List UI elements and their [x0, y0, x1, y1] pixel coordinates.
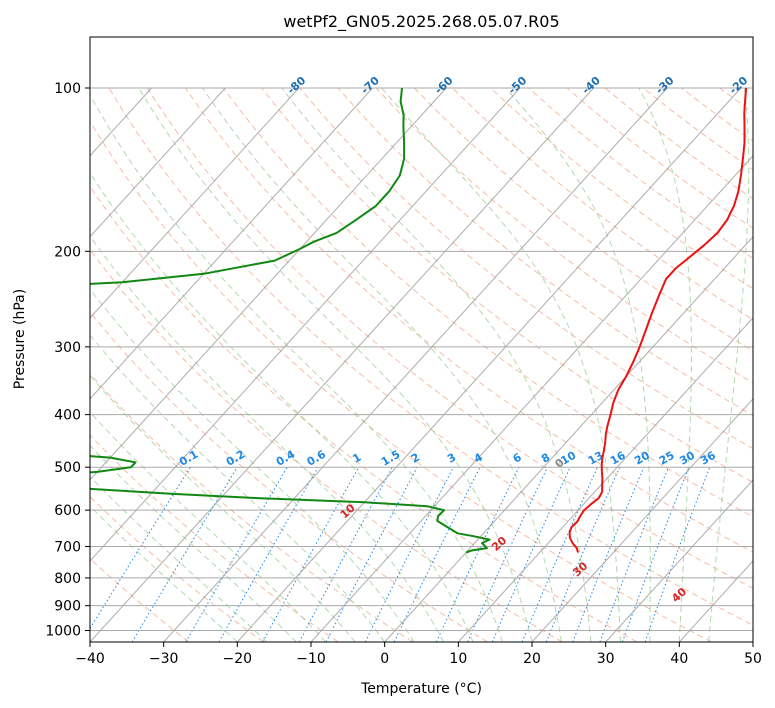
mixing-ratio-labels: 0.1 0.2 0.4 0.6 1 1.5 2 3 4 6 8 10 13 16 20 25 30 36 — [177, 447, 718, 468]
x-tick-label: 0 — [380, 651, 389, 667]
moist-adiabat-line — [638, 87, 692, 642]
dry-adiabat-line — [452, 87, 753, 321]
y-tick-label: 700 — [54, 539, 81, 555]
y-tick-label: 1000 — [45, 624, 81, 640]
x-tick-label: 40 — [670, 651, 688, 667]
y-tick-label: 200 — [54, 244, 81, 260]
isotherm-line — [531, 398, 753, 642]
moist-adiabat-line — [90, 374, 356, 642]
mixing-ratio-line — [325, 466, 418, 642]
mixing-ratio-line — [262, 466, 360, 642]
dry-adiabat-line — [90, 434, 339, 642]
temperature-line — [568, 87, 748, 553]
dry-adiabat-line — [90, 311, 488, 642]
plot-frame — [89, 36, 754, 643]
isotherm-line — [90, 87, 226, 238]
dry-adiabat-line — [299, 87, 753, 450]
dry-adiabat-line — [223, 87, 753, 518]
y-tick-label: 100 — [54, 81, 81, 97]
mixing-ratio-line — [185, 466, 288, 642]
mixing-ratio-line — [545, 467, 621, 642]
dry-adiabat-line — [108, 87, 753, 626]
moist-adiabat-line — [90, 411, 327, 642]
x-axis-ticks: −40 −30 −20 −10 0 10 20 30 40 50 — [75, 642, 762, 667]
mixing-ratio-line — [621, 467, 690, 642]
dry-adiabat-line — [90, 558, 190, 642]
moist-adiabat-line — [90, 444, 297, 642]
moist-adiabat-line — [90, 334, 386, 642]
series-lines — [90, 87, 748, 554]
mixing-ratio-line — [599, 467, 669, 642]
moist-adiabat-line — [381, 87, 621, 642]
mixing-ratio-line — [131, 466, 238, 642]
mixing-ratio-line — [90, 466, 191, 630]
x-axis-label: Temperature (°C) — [360, 681, 482, 697]
isotherm-line — [90, 87, 521, 562]
dewpoint-line — [90, 87, 491, 554]
isotherm-line — [90, 87, 300, 319]
y-tick-label: 500 — [54, 460, 81, 476]
isotherm-line — [90, 87, 447, 481]
x-tick-label: 50 — [744, 651, 762, 667]
mixing-ratio-line — [467, 466, 548, 642]
y-tick-label: 600 — [54, 503, 81, 519]
moist-adiabat-line — [505, 87, 651, 642]
moist-adiabats — [90, 87, 750, 642]
dry-adiabat-line — [90, 120, 712, 642]
y-tick-label: 900 — [54, 599, 81, 615]
x-tick-label: 10 — [449, 651, 467, 667]
mixing-ratio-line — [298, 466, 393, 642]
x-tick-label: 30 — [597, 651, 615, 667]
isotherm-line — [310, 155, 753, 642]
dry-adiabat-line — [90, 248, 563, 642]
y-tick-label: 300 — [54, 340, 81, 356]
moist-adiabat-line — [138, 87, 533, 642]
plot-area: -80-70-60-50-40-30-20-100 0.10.20.40.611… — [90, 74, 753, 642]
dry-adiabat-line — [261, 87, 753, 483]
x-tick-label: −30 — [149, 651, 179, 667]
chart-title: wetPf2_GN05.2025.268.05.07.R05 — [283, 12, 559, 32]
moist-adiabat-line — [90, 171, 474, 642]
isotherm-line — [163, 87, 668, 642]
x-tick-label: −10 — [296, 651, 326, 667]
x-tick-label: −40 — [75, 651, 105, 667]
mixing-ratio-line — [572, 467, 645, 642]
dry-adiabat-line — [337, 87, 753, 416]
isotherm-line — [605, 479, 753, 642]
y-axis-label: Pressure (hPa) — [12, 289, 28, 389]
moist-adiabat-line — [90, 93, 503, 642]
dry-adiabat-line — [90, 495, 264, 642]
moist-adiabat-line — [708, 87, 750, 642]
isobars — [90, 87, 753, 632]
isotherm-line — [236, 87, 742, 642]
y-tick-label: 400 — [54, 408, 81, 424]
dry-adiabat-line — [413, 87, 753, 352]
mixing-ratio-line — [435, 466, 520, 642]
isotherm-line — [384, 236, 753, 642]
mixing-ratio-line — [218, 466, 319, 642]
y-axis-ticks: 100 200 300 400 500 600 700 800 900 1000 — [45, 81, 90, 640]
mixing-ratio-lines — [90, 466, 711, 642]
moist-adiabat-line — [90, 235, 445, 642]
y-tick-label: 800 — [54, 571, 81, 587]
x-tick-label: −20 — [223, 651, 253, 667]
moist-adiabat-line — [90, 288, 415, 642]
isotherm-line — [457, 317, 753, 642]
isotherm-line — [90, 87, 594, 642]
moist-adiabat-line — [281, 87, 592, 642]
x-tick-label: 20 — [523, 651, 541, 667]
isotherm-line — [90, 87, 373, 400]
isotherms — [90, 87, 753, 642]
